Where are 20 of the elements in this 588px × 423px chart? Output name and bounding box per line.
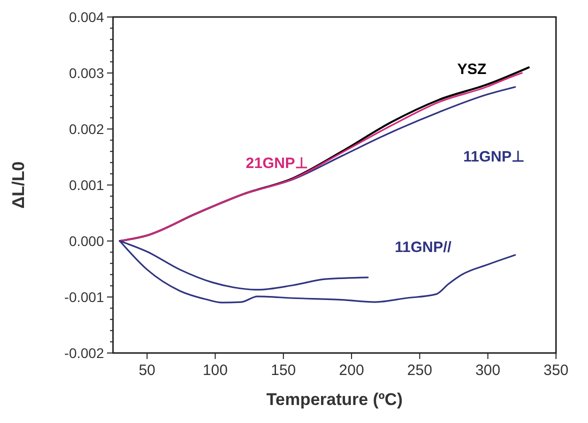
x-tick-label: 200 — [339, 362, 364, 379]
x-tick-label: 250 — [407, 362, 432, 379]
x-tick-label: 100 — [202, 362, 228, 379]
y-tick-label: 0.004 — [68, 9, 104, 25]
text: 11GNP⊥ — [463, 148, 525, 166]
y-tick-label: 0.001 — [68, 177, 104, 193]
x-tick-label: 150 — [270, 362, 296, 379]
y-axis-title: ΔL/L0 — [9, 161, 28, 209]
y-tick-label: 0.002 — [68, 121, 104, 137]
series-label: YSZ — [457, 61, 486, 78]
x-axis-title: Temperature (ºC) — [266, 390, 403, 409]
y-tick-label: 0.003 — [68, 65, 104, 81]
y-tick-label: 0.000 — [68, 233, 104, 249]
x-tick-label: 350 — [543, 362, 569, 379]
series-label: 11GNP// — [394, 239, 452, 256]
y-tick-label: -0.002 — [64, 345, 104, 361]
series-label: 21GNP⊥ — [246, 155, 308, 172]
y-tick-label: -0.001 — [64, 289, 104, 305]
x-tick-label: 50 — [138, 362, 156, 379]
x-tick-label: 300 — [475, 362, 500, 379]
